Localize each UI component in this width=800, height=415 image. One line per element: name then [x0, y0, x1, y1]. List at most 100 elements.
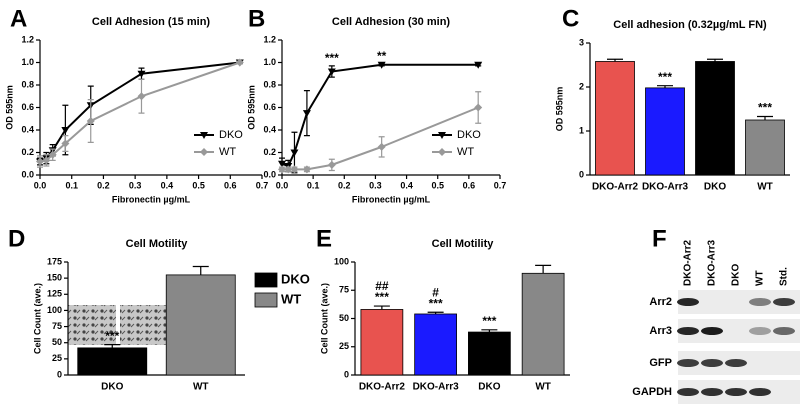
y-tick-label: 0.4 — [263, 124, 276, 134]
bar — [695, 61, 735, 176]
error-bar — [192, 265, 209, 275]
bar — [468, 331, 511, 376]
y-tick-label: 25 — [52, 353, 62, 363]
significance: *** — [758, 101, 772, 115]
y-tick-label: 1.0 — [21, 57, 34, 67]
series-line — [282, 106, 479, 171]
legend-marker — [438, 148, 446, 156]
legend-swatch — [254, 272, 278, 288]
significance: *** — [105, 329, 119, 343]
lane-label: WT — [755, 270, 766, 286]
y-axis-label: Cell Count (ave.) — [32, 283, 42, 354]
blot-band — [725, 359, 747, 367]
blot-band — [749, 327, 771, 335]
significance: *** — [325, 51, 339, 65]
x-tick-label: 0.6 — [224, 180, 237, 190]
point — [86, 117, 95, 125]
legend-marker — [438, 132, 446, 139]
inset-image — [120, 305, 168, 345]
x-tick-label: DKO-Arr2 — [359, 382, 406, 393]
legend-label: WT — [281, 291, 301, 306]
row-label: Arr2 — [649, 296, 672, 308]
y-axis-label: OD 595nm — [554, 87, 564, 132]
y-tick-label: 0.8 — [263, 79, 276, 89]
legend-label: WT — [219, 146, 236, 158]
bar — [165, 274, 236, 376]
blot-band — [725, 388, 747, 396]
legend-label: DKO — [281, 271, 310, 286]
lane-label: DKO-Arr2 — [683, 239, 694, 286]
x-tick-label: 0.5 — [431, 180, 444, 190]
bar — [77, 347, 148, 376]
lane-label: DKO-Arr3 — [707, 239, 718, 286]
y-axis-label: OD 595nm — [4, 85, 14, 130]
panel-label: A — [10, 5, 27, 32]
significance: *** — [482, 314, 496, 328]
row-label: GFP — [649, 357, 672, 369]
series-line — [281, 63, 479, 168]
y-tick-label: 75 — [339, 285, 349, 295]
blot-band — [773, 327, 795, 335]
blot-band — [677, 327, 699, 335]
chart-title: Cell Motility — [126, 238, 189, 250]
blot-band — [749, 388, 771, 396]
legend-label: DKO — [457, 129, 481, 141]
error-bar — [657, 85, 673, 88]
x-tick-label: 0.5 — [192, 180, 205, 190]
y-tick-label: 1 — [579, 125, 584, 135]
bar — [360, 309, 404, 376]
error-bar — [757, 115, 773, 120]
significance: # — [432, 285, 439, 299]
error-bar — [707, 58, 723, 62]
lane-label: Std. — [779, 267, 790, 286]
error-bar — [427, 311, 444, 314]
inset-image — [68, 305, 116, 345]
x-axis-label: Fibronectin µg/mL — [352, 194, 431, 204]
y-tick-label: 25 — [339, 341, 349, 351]
point — [137, 92, 146, 101]
x-tick-label: 0.6 — [463, 180, 476, 190]
x-tick-label: 0.4 — [161, 180, 174, 190]
x-tick-label: 0.2 — [338, 180, 351, 190]
significance: *** — [658, 70, 672, 84]
y-tick-label: 175 — [47, 256, 62, 266]
point — [377, 142, 386, 151]
panel-label: C — [562, 5, 579, 32]
y-tick-label: 0.6 — [21, 102, 34, 112]
y-tick-label: 0.4 — [21, 124, 34, 134]
y-tick-label: 100 — [334, 256, 349, 266]
row-label: GAPDH — [632, 386, 672, 398]
y-tick-label: 0.2 — [263, 147, 276, 157]
point — [36, 157, 44, 166]
y-tick-label: 0.8 — [21, 79, 34, 89]
x-tick-label: WT — [193, 382, 209, 393]
point — [302, 110, 311, 118]
panel-label: D — [8, 225, 25, 252]
point — [302, 165, 311, 174]
x-tick-label: DKO-Arr3 — [642, 182, 689, 193]
point — [137, 70, 146, 78]
error-bar — [535, 264, 552, 274]
blot-band — [677, 388, 699, 396]
chart-title: Cell adhesion (0.32µg/mL FN) — [613, 19, 767, 31]
y-axis-label: Cell Count (ave.) — [319, 283, 329, 354]
legend-swatch — [254, 292, 278, 308]
point — [284, 165, 293, 174]
blot-band — [701, 327, 723, 335]
point — [474, 61, 483, 69]
point — [235, 58, 244, 67]
point — [42, 156, 51, 165]
point — [61, 139, 70, 148]
blot-band — [677, 359, 699, 367]
point — [61, 127, 70, 134]
legend-marker — [200, 148, 208, 156]
x-axis-label: Fibronectin µg/mL — [112, 194, 191, 204]
chart-title: Cell Adhesion (15 min) — [92, 16, 211, 28]
significance: ## — [375, 279, 389, 293]
significance: *** — [429, 296, 443, 310]
point — [278, 160, 286, 168]
x-tick-label: 0.0 — [34, 180, 47, 190]
error-bar — [104, 344, 121, 348]
chart-title: Cell Motility — [432, 238, 495, 250]
